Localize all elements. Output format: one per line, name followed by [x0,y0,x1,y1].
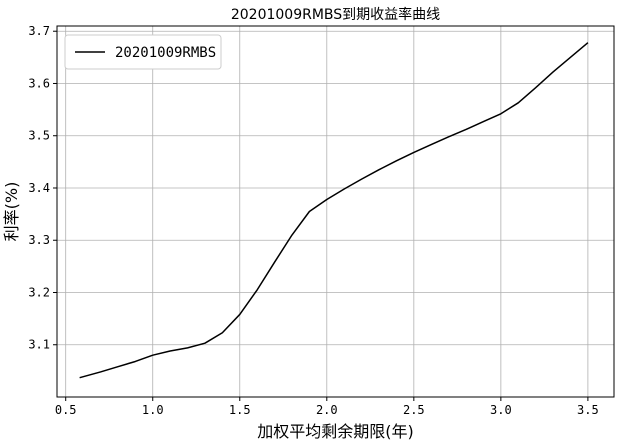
y-tick-label: 3.1 [28,338,50,352]
y-tick-label: 3.6 [28,76,50,90]
grid [57,26,614,397]
x-tick-label: 1.5 [229,403,251,417]
y-tick-label: 3.4 [28,181,50,195]
y-tick-label: 3.3 [28,233,50,247]
plot-area-frame [56,25,615,398]
x-axis-label: 加权平均剩余期限(年) [257,422,414,441]
y-axis-label: 利率(%) [2,182,21,242]
x-tick-label: 3.5 [577,403,599,417]
x-tick-label: 1.0 [142,403,164,417]
legend-label: 20201009RMBS [115,45,216,61]
chart-title: 20201009RMBS到期收益率曲线 [231,6,440,23]
x-tick-label: 0.5 [55,403,77,417]
y-tick-label: 3.7 [28,24,50,38]
series-layer [79,42,589,379]
x-tick-label: 3.0 [490,403,512,417]
legend: 20201009RMBS [64,34,222,70]
y-tick-label: 3.5 [28,129,50,143]
series-line [79,42,589,379]
y-tick-label: 3.2 [28,285,50,299]
legend-box [64,34,222,70]
x-tick-label: 2.0 [316,403,338,417]
x-tick-label: 2.5 [403,403,425,417]
axis-ticks: 0.5 1.0 1.5 2.0 2.5 3.0 3.5 3.1 3.2 3.3 3.4 3.5 3.6 3… [28,24,598,417]
